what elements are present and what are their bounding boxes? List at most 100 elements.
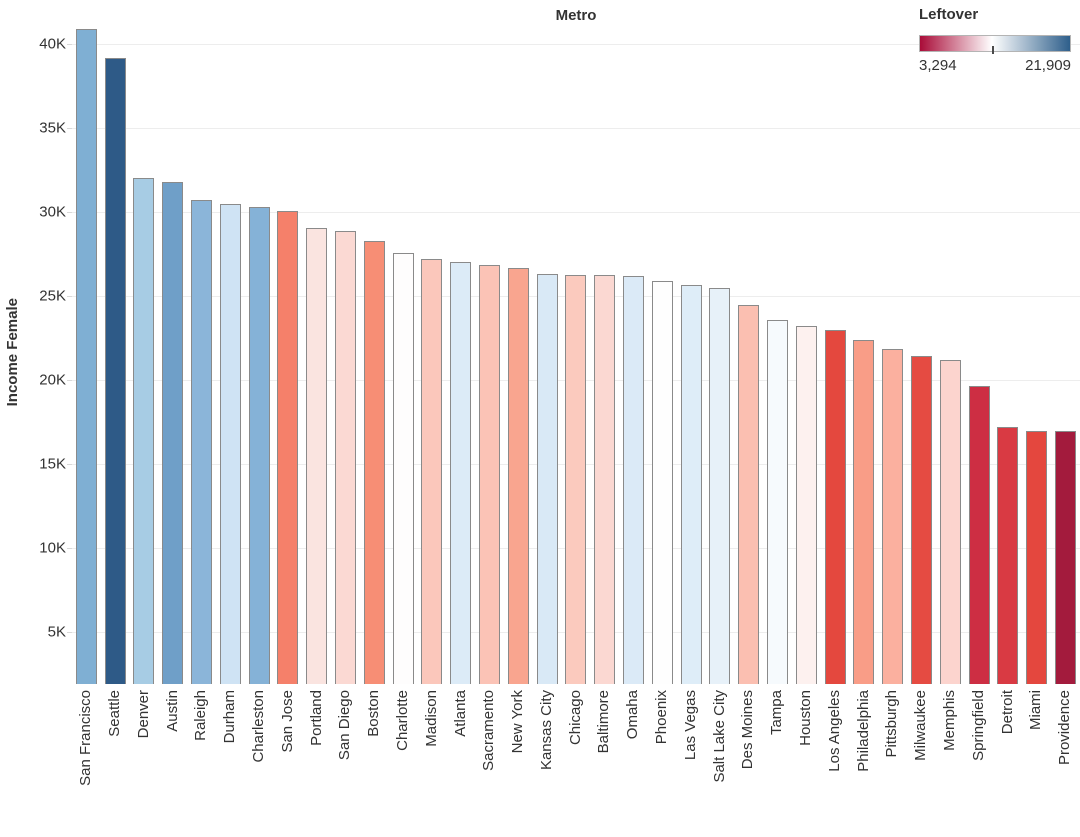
x-axis-label-sacramento: Sacramento (480, 690, 498, 771)
x-axis-label-milwaukee: Milwaukee (912, 690, 930, 761)
x-axis-label-new-york: New York (509, 690, 527, 754)
bar-slot-san-francisco (72, 28, 101, 684)
x-label-slot-springfield: Springfield (965, 690, 994, 837)
bar-slot-springfield (965, 385, 994, 684)
bar-slot-san-diego (331, 231, 360, 684)
x-label-slot-new-york: New York (504, 690, 533, 837)
bar-baltimore[interactable] (594, 274, 616, 684)
bar-slot-salt-lake-city (706, 288, 735, 684)
x-axis-label-charleston: Charleston (249, 690, 267, 763)
bar-slot-baltimore (590, 274, 619, 684)
x-axis-label-boston: Boston (365, 690, 383, 737)
bar-des-moines[interactable] (738, 305, 760, 684)
x-label-slot-sacramento: Sacramento (475, 690, 504, 837)
legend-min-label: 3,294 (919, 57, 957, 74)
x-axis-label-raleigh: Raleigh (192, 690, 210, 741)
x-axis-label-tampa: Tampa (768, 690, 786, 736)
bar-providence[interactable] (1054, 431, 1076, 684)
x-axis-label-atlanta: Atlanta (451, 690, 469, 737)
legend-gradient-bar[interactable] (919, 35, 1071, 54)
x-label-slot-detroit: Detroit (994, 690, 1023, 837)
bar-boston[interactable] (363, 241, 385, 684)
bar-atlanta[interactable] (450, 261, 472, 684)
x-axis-label-chicago: Chicago (566, 690, 584, 746)
bar-phoenix[interactable] (651, 280, 673, 684)
bar-san-diego[interactable] (335, 231, 357, 684)
x-axis-label-houston: Houston (797, 690, 815, 746)
legend-center-tick (992, 46, 994, 54)
x-axis-label-philadelphia: Philadelphia (854, 690, 872, 772)
bar-san-francisco[interactable] (75, 28, 97, 684)
bar-tampa[interactable] (767, 320, 789, 684)
bar-austin[interactable] (162, 181, 184, 684)
bar-seattle[interactable] (104, 58, 126, 684)
bar-las-vegas[interactable] (680, 285, 702, 684)
x-label-slot-las-vegas: Las Vegas (677, 690, 706, 837)
x-label-slot-charlotte: Charlotte (389, 690, 418, 837)
bar-charlotte[interactable] (392, 253, 414, 684)
bar-los-angeles[interactable] (824, 329, 846, 684)
y-tick-mark (67, 547, 72, 549)
x-label-slot-houston: Houston (792, 690, 821, 837)
bar-slot-las-vegas (677, 285, 706, 684)
bar-slot-providence (1051, 431, 1080, 684)
bar-slot-durham (216, 203, 245, 684)
x-axis-label-salt-lake-city: Salt Lake City (710, 690, 728, 783)
x-label-slot-denver: Denver (130, 690, 159, 837)
bar-chicago[interactable] (565, 274, 587, 684)
x-label-slot-salt-lake-city: Salt Lake City (706, 690, 735, 837)
bar-durham[interactable] (219, 203, 241, 684)
x-label-slot-boston: Boston (360, 690, 389, 837)
bar-sacramento[interactable] (479, 264, 501, 684)
bar-slot-new-york (504, 268, 533, 684)
bar-denver[interactable] (133, 177, 155, 684)
bar-portland[interactable] (306, 227, 328, 684)
x-axis-label-denver: Denver (134, 690, 152, 739)
y-tick-mark (67, 128, 72, 129)
bar-slot-seattle (101, 58, 130, 684)
y-tick-mark (67, 631, 72, 633)
bar-slot-denver (130, 177, 159, 684)
x-label-slot-miami: Miami (1022, 690, 1051, 837)
bar-philadelphia[interactable] (853, 340, 875, 684)
x-label-slot-des-moines: Des Moines (734, 690, 763, 837)
bar-slot-des-moines (734, 305, 763, 684)
bar-slot-los-angeles (821, 329, 850, 684)
bar-san-jose[interactable] (277, 211, 299, 684)
bar-milwaukee[interactable] (911, 356, 932, 684)
x-label-slot-phoenix: Phoenix (648, 690, 677, 837)
x-axis-label-miami: Miami (1027, 690, 1045, 730)
x-axis-label-durham: Durham (221, 690, 239, 744)
x-label-slot-san-francisco: San Francisco (72, 690, 101, 837)
bar-madison[interactable] (421, 259, 443, 684)
bar-slot-pittsburgh (878, 348, 907, 684)
x-label-slot-raleigh: Raleigh (187, 690, 216, 837)
bar-miami[interactable] (1026, 431, 1048, 684)
legend-title: Leftover (919, 6, 979, 23)
bar-charleston[interactable] (248, 206, 270, 684)
bar-slot-atlanta (446, 261, 475, 684)
bar-raleigh[interactable] (191, 200, 213, 684)
x-axis-label-kansas-city: Kansas City (537, 690, 555, 771)
gridline-35K (72, 128, 1080, 129)
x-axis-label-detroit: Detroit (998, 690, 1016, 735)
x-axis-label-portland: Portland (307, 690, 325, 746)
bar-springfield[interactable] (968, 385, 990, 684)
bar-kansas-city[interactable] (536, 274, 558, 684)
x-axis-label-phoenix: Phoenix (653, 690, 671, 745)
x-axis-label-san-diego: San Diego (336, 690, 354, 761)
x-axis-label-providence: Providence (1056, 690, 1074, 766)
x-label-slot-milwaukee: Milwaukee (907, 690, 936, 837)
bar-salt-lake-city[interactable] (709, 288, 731, 684)
bar-new-york[interactable] (507, 268, 529, 684)
bar-slot-houston (792, 326, 821, 684)
bar-slot-omaha (619, 275, 648, 684)
bar-detroit[interactable] (997, 426, 1019, 684)
x-label-slot-philadelphia: Philadelphia (850, 690, 879, 837)
bar-houston[interactable] (795, 326, 817, 684)
bar-memphis[interactable] (939, 359, 961, 684)
bar-pittsburgh[interactable] (882, 348, 904, 684)
bar-slot-kansas-city (533, 274, 562, 684)
bar-omaha[interactable] (623, 275, 645, 684)
